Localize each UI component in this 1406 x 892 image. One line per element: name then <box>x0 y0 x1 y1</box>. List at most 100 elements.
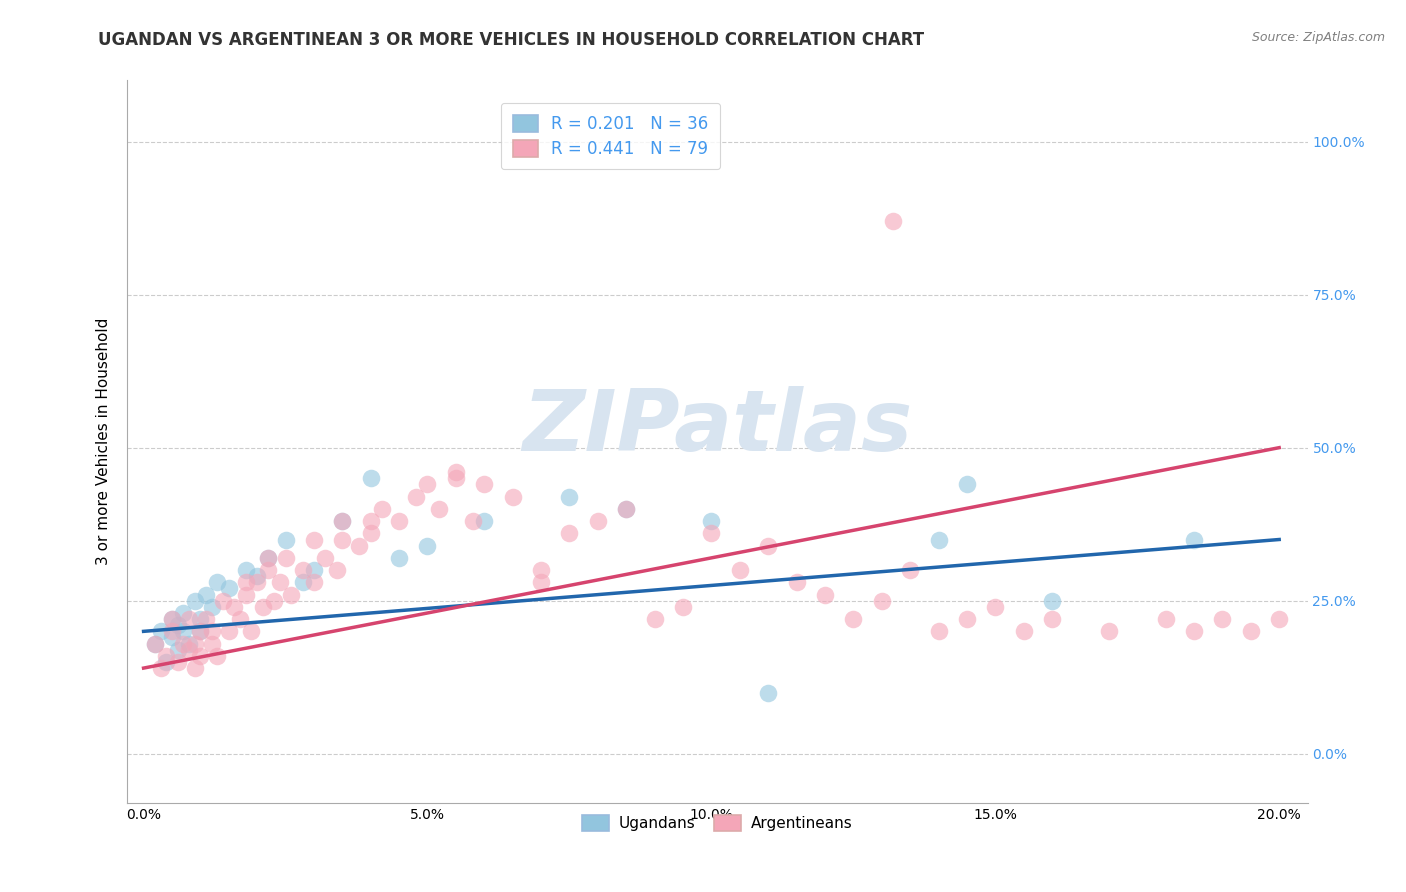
Point <box>218 582 240 596</box>
Point <box>229 612 252 626</box>
Point <box>195 612 218 626</box>
Point <box>274 533 297 547</box>
Point <box>786 575 808 590</box>
Point <box>160 624 183 639</box>
Point <box>143 637 166 651</box>
Point <box>530 575 553 590</box>
Point <box>235 588 257 602</box>
Point <box>700 526 723 541</box>
Point <box>155 648 177 663</box>
Point <box>172 606 194 620</box>
Point <box>166 655 188 669</box>
Point <box>388 514 411 528</box>
Point <box>149 661 172 675</box>
Point <box>257 550 280 565</box>
Point <box>870 593 893 607</box>
Point <box>330 514 353 528</box>
Point <box>257 550 280 565</box>
Point <box>700 514 723 528</box>
Point <box>257 563 280 577</box>
Point <box>842 612 865 626</box>
Point <box>416 477 439 491</box>
Point <box>183 661 205 675</box>
Point <box>898 563 921 577</box>
Point <box>461 514 484 528</box>
Point <box>644 612 666 626</box>
Point <box>269 575 291 590</box>
Point <box>201 624 224 639</box>
Point <box>360 526 382 541</box>
Point <box>330 514 353 528</box>
Point <box>928 624 950 639</box>
Point <box>956 477 979 491</box>
Point <box>472 477 495 491</box>
Point <box>201 637 224 651</box>
Point <box>558 526 581 541</box>
Point <box>143 637 166 651</box>
Point <box>155 655 177 669</box>
Point <box>405 490 427 504</box>
Point <box>302 563 325 577</box>
Point <box>235 563 257 577</box>
Point <box>956 612 979 626</box>
Point <box>371 502 394 516</box>
Point <box>728 563 751 577</box>
Point <box>814 588 837 602</box>
Point <box>614 502 637 516</box>
Point <box>160 612 183 626</box>
Point <box>246 575 269 590</box>
Point <box>1240 624 1263 639</box>
Point <box>177 642 200 657</box>
Point <box>207 648 229 663</box>
Point <box>984 599 1007 614</box>
Point <box>502 490 524 504</box>
Point <box>1182 533 1205 547</box>
Point <box>302 575 325 590</box>
Point <box>882 214 904 228</box>
Point <box>1182 624 1205 639</box>
Point <box>325 563 347 577</box>
Point <box>235 575 257 590</box>
Point <box>172 637 194 651</box>
Point <box>314 550 336 565</box>
Point <box>177 612 200 626</box>
Point <box>160 612 183 626</box>
Text: UGANDAN VS ARGENTINEAN 3 OR MORE VEHICLES IN HOUSEHOLD CORRELATION CHART: UGANDAN VS ARGENTINEAN 3 OR MORE VEHICLE… <box>98 31 925 49</box>
Point <box>195 588 218 602</box>
Point <box>201 599 224 614</box>
Point <box>177 637 200 651</box>
Y-axis label: 3 or more Vehicles in Household: 3 or more Vehicles in Household <box>96 318 111 566</box>
Point <box>274 550 297 565</box>
Point <box>183 637 205 651</box>
Point <box>416 539 439 553</box>
Point <box>160 631 183 645</box>
Point <box>444 465 467 479</box>
Point <box>672 599 695 614</box>
Point <box>188 624 211 639</box>
Point <box>1268 612 1291 626</box>
Point <box>291 563 314 577</box>
Point <box>388 550 411 565</box>
Point <box>149 624 172 639</box>
Point <box>1040 612 1063 626</box>
Point <box>530 563 553 577</box>
Point <box>427 502 450 516</box>
Point <box>291 575 314 590</box>
Point <box>1012 624 1035 639</box>
Point <box>188 648 211 663</box>
Point <box>349 539 371 553</box>
Point <box>330 533 353 547</box>
Point <box>1040 593 1063 607</box>
Point <box>756 539 779 553</box>
Point <box>360 514 382 528</box>
Point <box>928 533 950 547</box>
Point <box>263 593 285 607</box>
Point <box>756 685 779 699</box>
Point <box>212 593 235 607</box>
Legend: Ugandans, Argentineans: Ugandans, Argentineans <box>574 807 860 838</box>
Point <box>472 514 495 528</box>
Point <box>252 599 274 614</box>
Point <box>444 471 467 485</box>
Point <box>166 642 188 657</box>
Point <box>586 514 609 528</box>
